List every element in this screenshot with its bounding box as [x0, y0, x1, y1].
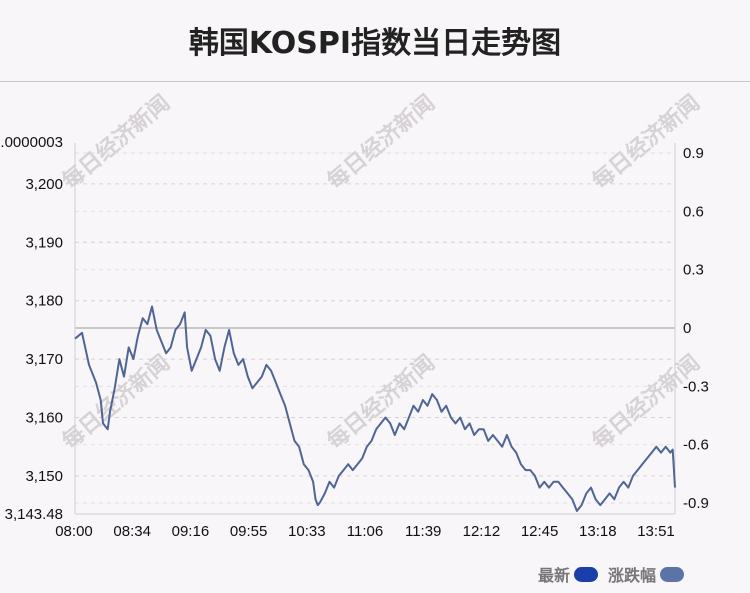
legend-label: 最新: [537, 566, 570, 585]
y-left-tick-label: 3,150: [25, 468, 63, 485]
watermark-text: 每日经济新闻: [322, 90, 440, 195]
kospi-series-line: [74, 305, 676, 512]
y-right-tick-label: 0.3: [683, 262, 704, 279]
legend-item: 最新: [538, 562, 598, 586]
x-tick-label: 08:34: [113, 523, 151, 540]
legend-swatch: [660, 566, 684, 582]
watermark-text: 每日经济新闻: [587, 90, 705, 195]
y-left-tick-label: 3,180: [25, 293, 63, 310]
x-tick-label: 13:18: [579, 523, 617, 540]
title-divider: [0, 81, 750, 82]
tick-labels: 3,143.48 3,150 3,160 3,170 3,180 3,190 3,200 3,…: [0, 134, 709, 540]
y-left-tick-label: 3,143.48: [5, 506, 63, 523]
x-tick-label: 09:55: [230, 523, 268, 540]
legend-swatch: [573, 566, 598, 582]
x-tick-label: 09:16: [172, 523, 210, 540]
x-tick-label: 12:12: [463, 523, 501, 540]
axes: [74, 143, 676, 515]
legend-label: 涨跌幅: [607, 566, 656, 585]
y-right-tick-label: -0.9: [683, 495, 709, 512]
x-tick-label: 13:51: [637, 523, 675, 540]
y-right-tick-label: -0.3: [683, 378, 709, 395]
y-left-tick-label: 3,190: [25, 234, 63, 251]
x-tick-label: 11:39: [405, 523, 441, 540]
x-tick-label: 08:00: [55, 523, 93, 540]
x-tick-label: 11:06: [347, 523, 383, 540]
y-left-tick-label: 3,160: [25, 410, 63, 427]
y-right-tick-label: -0.6: [683, 437, 709, 454]
legend-item: 涨跌幅: [608, 562, 684, 586]
y-right-tick-label: 0: [683, 320, 691, 337]
x-tick-label: 10:33: [288, 523, 326, 540]
x-tick-label: 12:45: [521, 523, 559, 540]
legend: 最新 涨跌幅: [538, 562, 684, 586]
gridlines: [75, 152, 675, 504]
y-left-tick-label: 3,200: [25, 176, 63, 193]
y-left-tick-label: 3,207.0000003: [0, 134, 63, 151]
series-layer: [74, 305, 676, 512]
chart-title: 韩国KOSPI指数当日走势图: [188, 26, 562, 61]
y-left-tick-label: 3,170: [25, 351, 63, 368]
y-right-tick-label: 0.6: [683, 203, 704, 220]
y-right-tick-label: 0.9: [683, 145, 704, 162]
